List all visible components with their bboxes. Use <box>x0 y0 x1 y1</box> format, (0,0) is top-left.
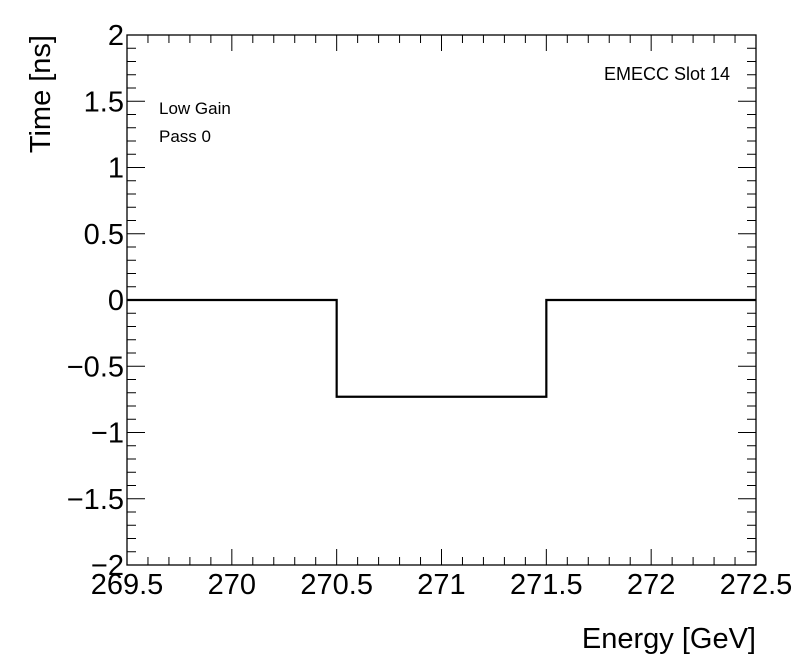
histogram-line <box>127 298 756 398</box>
series-group <box>127 298 756 398</box>
minor-ticks <box>127 35 756 565</box>
x-tick-label: 270 <box>208 569 256 601</box>
y-tick-label: 2 <box>108 20 124 52</box>
annotation-pass: Pass 0 <box>159 127 211 146</box>
y-tick-label: −1 <box>91 418 124 450</box>
y-tick-label: −0.5 <box>67 351 124 383</box>
y-tick-label: 1.5 <box>84 86 124 118</box>
y-axis-label: Time [ns] <box>25 35 57 153</box>
x-tick-labels: 269.5 270 270.5 271 271.5 272 272.5 <box>91 569 793 601</box>
x-tick-label: 272 <box>627 569 675 601</box>
annotation-gain: Low Gain <box>159 99 231 118</box>
x-tick-label: 270.5 <box>300 569 373 601</box>
major-ticks <box>126 34 757 566</box>
y-tick-label: −2 <box>91 550 124 582</box>
x-tick-label: 271 <box>417 569 465 601</box>
x-axis-label: Energy [GeV] <box>582 623 756 655</box>
x-tick-label: 269.5 <box>91 569 164 601</box>
y-tick-label: −1.5 <box>67 484 124 516</box>
y-tick-label: 0.5 <box>84 219 124 251</box>
x-tick-label: 271.5 <box>510 569 583 601</box>
annotation-slot: EMECC Slot 14 <box>604 64 730 84</box>
y-tick-labels: 2 1.5 1 0.5 0 −0.5 −1 −1.5 −2 <box>67 20 124 582</box>
y-tick-label: 0 <box>108 285 124 317</box>
y-tick-label: 1 <box>108 153 124 185</box>
x-tick-label: 272.5 <box>720 569 793 601</box>
